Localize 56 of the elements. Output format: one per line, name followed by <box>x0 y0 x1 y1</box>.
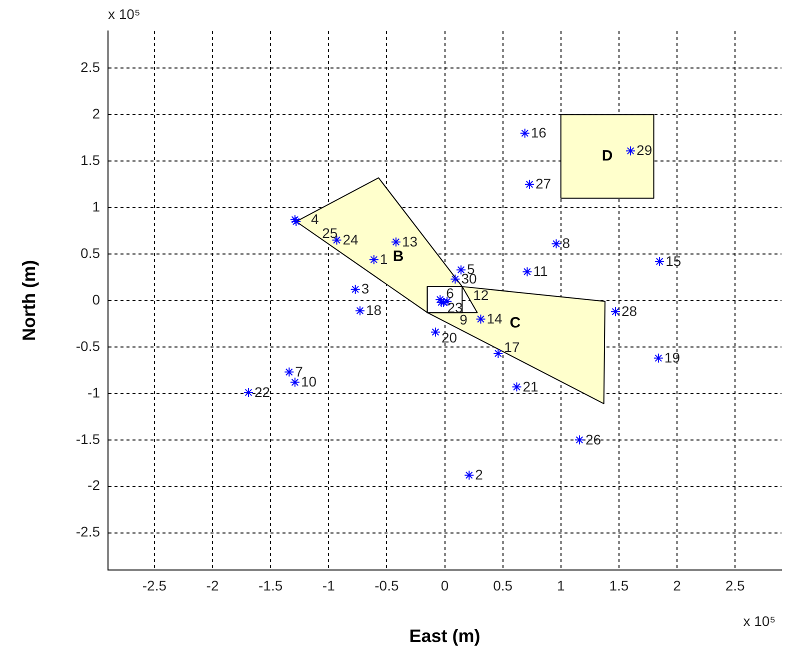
annotation: 14 <box>486 310 503 326</box>
annotation: 19 <box>664 349 680 366</box>
series-label: D <box>602 148 613 165</box>
y-tick-label: -2.5 <box>76 524 100 540</box>
x-tick-label: -2 <box>206 577 219 594</box>
x-tick-label: 2.5 <box>725 577 745 594</box>
x-tick-label: 1 <box>556 577 565 594</box>
annotation: 4 <box>310 211 319 228</box>
x-axis-title: East (m) <box>409 626 480 646</box>
annotation: 25 <box>322 224 338 241</box>
y-tick-label: 1 <box>92 198 100 214</box>
x-tick-label: 2 <box>673 577 682 594</box>
series-label: C <box>510 314 521 332</box>
annotation: 3 <box>361 280 370 297</box>
text: x 10⁵ <box>108 6 140 22</box>
x-tick-label: -1 <box>322 577 336 594</box>
annotation: 9 <box>460 312 468 328</box>
x-tick-label: 1.5 <box>609 577 629 594</box>
series-label: B <box>392 248 404 266</box>
y-tick-label: 0.5 <box>80 244 100 261</box>
y-tick-label: -1 <box>88 384 100 400</box>
text: x 10⁵ <box>743 612 776 629</box>
x-tick-label: 0.5 <box>493 577 513 594</box>
x-tick-label: -2.5 <box>142 577 167 594</box>
annotation: 18 <box>366 302 382 318</box>
y-tick-label: 2.5 <box>80 59 100 76</box>
annotation: 22 <box>254 384 270 400</box>
annotation: 6 <box>446 284 454 301</box>
annotation: 27 <box>536 176 552 192</box>
annotation: 21 <box>522 378 539 394</box>
annotation: 24 <box>342 231 359 248</box>
annotation: 8 <box>562 235 570 252</box>
y-tick-label: 0 <box>92 291 100 308</box>
x-tick-label: 0 <box>440 577 449 594</box>
annotation: 17 <box>504 338 520 355</box>
x-tick-label: -0.5 <box>374 577 399 594</box>
y-tick-label: 2 <box>92 105 100 122</box>
annotation: 20 <box>441 329 458 346</box>
y-tick-label: -2 <box>88 477 100 494</box>
annotation: 2 <box>475 466 484 483</box>
annotation: 7 <box>295 363 304 380</box>
y-tick-label: -0.5 <box>76 338 100 354</box>
y-tick-label: -1.5 <box>76 430 100 447</box>
annotation: 11 <box>533 263 548 280</box>
y-axis-title: North (m) <box>18 260 39 341</box>
annotation: 15 <box>666 252 682 269</box>
x-tick-label: -1.5 <box>258 577 283 594</box>
annotation: 1 <box>380 250 388 267</box>
annotation: 12 <box>473 286 489 303</box>
annotation: 10 <box>300 374 317 390</box>
annotation: 29 <box>636 142 652 158</box>
annotation: 16 <box>530 124 547 141</box>
annotation: 26 <box>585 431 602 448</box>
annotation: 28 <box>621 303 638 320</box>
annotation: 13 <box>402 233 418 250</box>
y-tick-label: 1.5 <box>80 152 100 168</box>
